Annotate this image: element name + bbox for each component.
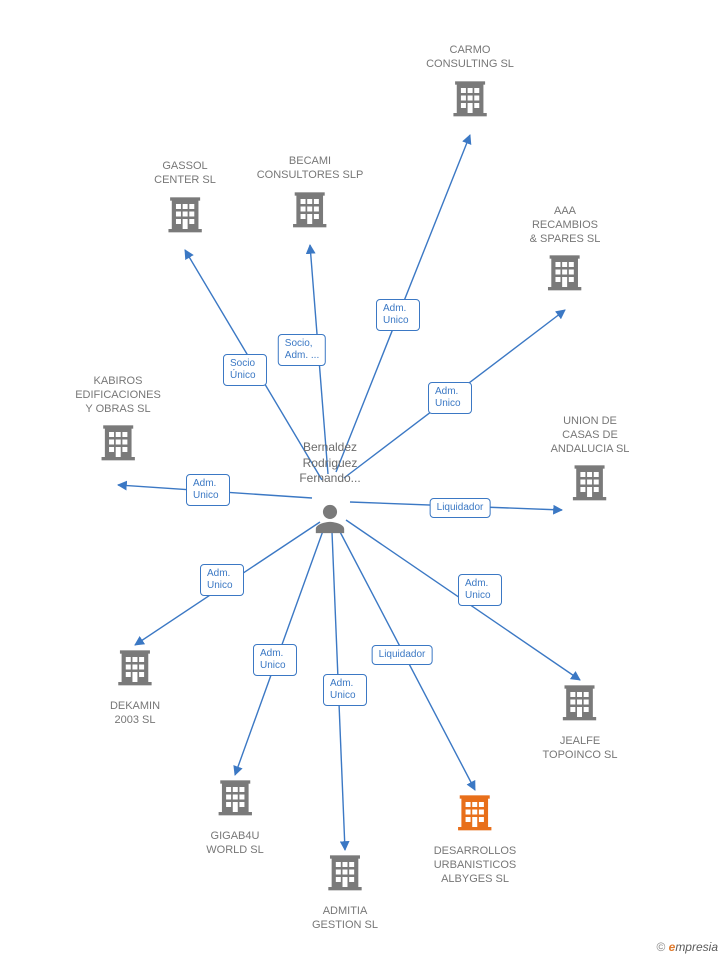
company-label: DEKAMIN 2003 SL: [110, 700, 160, 728]
center-person-icon: [313, 500, 347, 543]
company-node-kabiros: KABIROS EDIFICACIONES Y OBRAS SL: [75, 375, 161, 469]
company-node-carmo: CARMO CONSULTING SL: [426, 44, 514, 125]
company-label: AAA RECAMBIOS & SPARES SL: [530, 205, 601, 246]
person-icon: [313, 500, 347, 543]
building-icon: [290, 187, 330, 236]
company-node-jealfe: JEALFE TOPOINCO SL: [543, 680, 618, 763]
company-node-aaa: AAA RECAMBIOS & SPARES SL: [530, 205, 601, 299]
edge-label: Liquidador: [372, 645, 433, 665]
building-icon: [560, 680, 600, 729]
edge-label: Adm. Unico: [458, 574, 502, 606]
company-label: JEALFE TOPOINCO SL: [543, 735, 618, 763]
company-label: GASSOL CENTER SL: [154, 160, 216, 188]
diagram-canvas: CARMO CONSULTING SL BECAMI CONSULTORES S…: [0, 0, 728, 960]
company-label: UNION DE CASAS DE ANDALUCIA SL: [551, 415, 630, 456]
edge-label: Adm. Unico: [428, 382, 472, 414]
edge-label: Adm. Unico: [200, 564, 244, 596]
company-label: CARMO CONSULTING SL: [426, 44, 514, 72]
watermark: © empresia: [656, 940, 718, 954]
company-label: KABIROS EDIFICACIONES Y OBRAS SL: [75, 375, 161, 416]
edge-label: Socio Único: [223, 354, 267, 386]
watermark-rest: mpresia: [675, 940, 718, 954]
edge-label: Adm. Unico: [323, 674, 367, 706]
company-label: BECAMI CONSULTORES SLP: [257, 155, 364, 183]
building-icon: [215, 775, 255, 824]
company-node-desarrollos: DESARROLLOS URBANISTICOS ALBYGES SL: [434, 790, 517, 886]
edge-label: Adm. Unico: [186, 474, 230, 506]
company-node-union: UNION DE CASAS DE ANDALUCIA SL: [551, 415, 630, 509]
company-node-admitia: ADMITIA GESTION SL: [312, 850, 378, 933]
edge-label: Adm. Unico: [253, 644, 297, 676]
company-node-gassol: GASSOL CENTER SL: [154, 160, 216, 241]
company-label: ADMITIA GESTION SL: [312, 905, 378, 933]
building-icon: [115, 645, 155, 694]
edge-label: Socio, Adm. ...: [278, 334, 326, 366]
company-node-gigab4u: GIGAB4U WORLD SL: [206, 775, 263, 858]
edge-label: Liquidador: [430, 498, 491, 518]
company-label: GIGAB4U WORLD SL: [206, 830, 263, 858]
building-icon: [98, 420, 138, 469]
company-node-becami: BECAMI CONSULTORES SLP: [257, 155, 364, 236]
building-icon: [570, 460, 610, 509]
center-person-label: Bernaldez Rodriguez Fernando...: [299, 440, 360, 487]
edge-label: Adm. Unico: [376, 299, 420, 331]
building-icon: [165, 192, 205, 241]
copyright-symbol: ©: [656, 940, 665, 954]
company-node-dekamin: DEKAMIN 2003 SL: [110, 645, 160, 728]
building-icon: [325, 850, 365, 899]
company-label: DESARROLLOS URBANISTICOS ALBYGES SL: [434, 845, 517, 886]
building-icon: [450, 76, 490, 125]
building-icon: [545, 250, 585, 299]
building-icon: [455, 790, 495, 839]
